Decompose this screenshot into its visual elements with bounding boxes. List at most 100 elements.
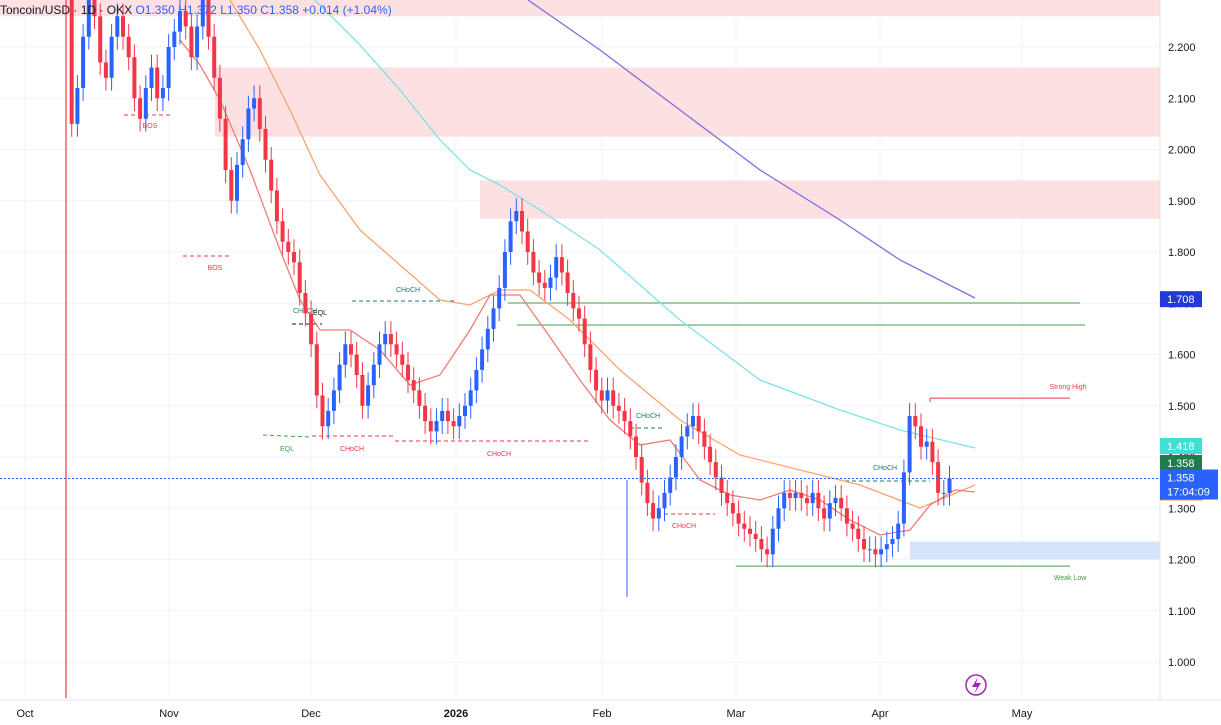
candle-body: [246, 108, 251, 140]
x-axis: Oct Nov Dec 2026 Feb Mar Apr May: [0, 699, 1221, 720]
candle-body: [166, 47, 171, 88]
candle-body: [297, 262, 302, 293]
open-value: O1.350: [135, 3, 175, 17]
supply-zone: [0, 0, 1160, 17]
candle-body: [126, 36, 131, 58]
exchange: OKX: [106, 3, 133, 17]
candle-body: [702, 431, 707, 447]
choch-label: CHoCH: [672, 523, 696, 530]
y-tick-label: 2.000: [1168, 145, 1196, 157]
candle-body: [103, 62, 108, 78]
candle-body: [588, 344, 593, 370]
candle-body: [919, 426, 923, 447]
supply-zone: [215, 67, 1160, 137]
candle-body: [371, 364, 376, 386]
candle-body: [292, 252, 296, 263]
candle-body: [531, 252, 536, 273]
candle-body: [713, 462, 718, 478]
interval[interactable]: 1D: [80, 3, 97, 17]
y-tick-label: 1.900: [1168, 196, 1196, 208]
x-tick-label: Apr: [871, 708, 888, 720]
x-tick-label: Mar: [727, 708, 746, 720]
candle-body: [183, 11, 188, 27]
price-tag: 1.418: [1160, 438, 1202, 454]
symbol-name[interactable]: Toncoin/USD: [0, 3, 71, 17]
price-tag-bg: [1160, 291, 1202, 308]
candle-body: [947, 478, 952, 493]
candle-body: [776, 508, 781, 529]
choch-label: CHoCH: [873, 465, 897, 472]
candle-body: [411, 380, 416, 391]
overlay-layer: [0, 478, 1160, 696]
candle-body: [303, 293, 308, 314]
price-tag-label: 1.358: [1167, 458, 1195, 470]
candle-body: [924, 441, 929, 447]
candle-body: [799, 492, 804, 498]
candle-body: [121, 16, 125, 37]
price-tag: 1.358: [1160, 455, 1202, 471]
candle-body: [320, 395, 325, 427]
candle-body: [383, 334, 388, 345]
candle-body: [354, 354, 359, 375]
candle-body: [582, 318, 587, 345]
candle-body: [634, 436, 638, 457]
candle-body: [457, 416, 462, 427]
candle-body: [645, 482, 650, 504]
candle-body: [639, 457, 644, 483]
candle-body: [406, 364, 410, 381]
candle-body: [263, 129, 268, 160]
candle-body: [326, 410, 331, 427]
candle-body: [873, 549, 878, 555]
candle-body: [548, 277, 553, 288]
high-value: H1.372: [178, 3, 217, 17]
candle-body: [269, 159, 274, 191]
candle-body: [223, 118, 228, 170]
candle-body: [577, 308, 581, 319]
candle-body: [235, 164, 239, 201]
candle-body: [559, 257, 564, 273]
candle-body: [81, 36, 86, 88]
candle-body: [132, 57, 137, 99]
choch-label: CHoCH: [396, 287, 420, 294]
candle-body: [86, 0, 91, 37]
candle-body: [941, 492, 946, 494]
candle-body: [748, 528, 752, 534]
y-tick-label: 2.200: [1168, 42, 1196, 54]
candle-body: [759, 539, 764, 550]
candle-body: [730, 503, 735, 514]
candle-body: [662, 492, 667, 509]
last-price-tag: 1.358 17:04:09: [1160, 469, 1218, 500]
candle-body: [92, 0, 97, 17]
candle-body: [844, 508, 849, 524]
candle-body: [314, 344, 319, 396]
x-tick-label: 2026: [444, 708, 468, 720]
candle-body: [725, 492, 730, 504]
candle-body: [257, 98, 262, 129]
legend-sep: ·: [99, 3, 107, 17]
candle-body: [280, 221, 285, 242]
candle-body: [685, 426, 690, 437]
candle-body: [594, 369, 599, 391]
candle-body: [839, 498, 844, 509]
close-value: C1.358: [260, 3, 299, 17]
candle-body: [651, 503, 656, 519]
y-tick-label: 1.500: [1168, 401, 1196, 413]
eql-line: [262, 434, 311, 438]
candle-body: [394, 344, 399, 355]
candle-body: [189, 26, 194, 58]
y-tick-label: 1.200: [1168, 555, 1196, 567]
candle-body: [554, 257, 559, 278]
candle-body: [428, 421, 433, 432]
candle-body: [343, 344, 348, 365]
candle-body: [309, 313, 314, 345]
candle-body: [331, 390, 336, 411]
candle-body: [138, 98, 143, 119]
candle-body: [520, 211, 524, 232]
candle-body: [349, 344, 353, 355]
weak-low-label: Weak Low: [1054, 575, 1087, 582]
candle-body: [571, 293, 576, 309]
candle-body: [485, 328, 490, 350]
x-tick-label: Oct: [16, 708, 33, 720]
